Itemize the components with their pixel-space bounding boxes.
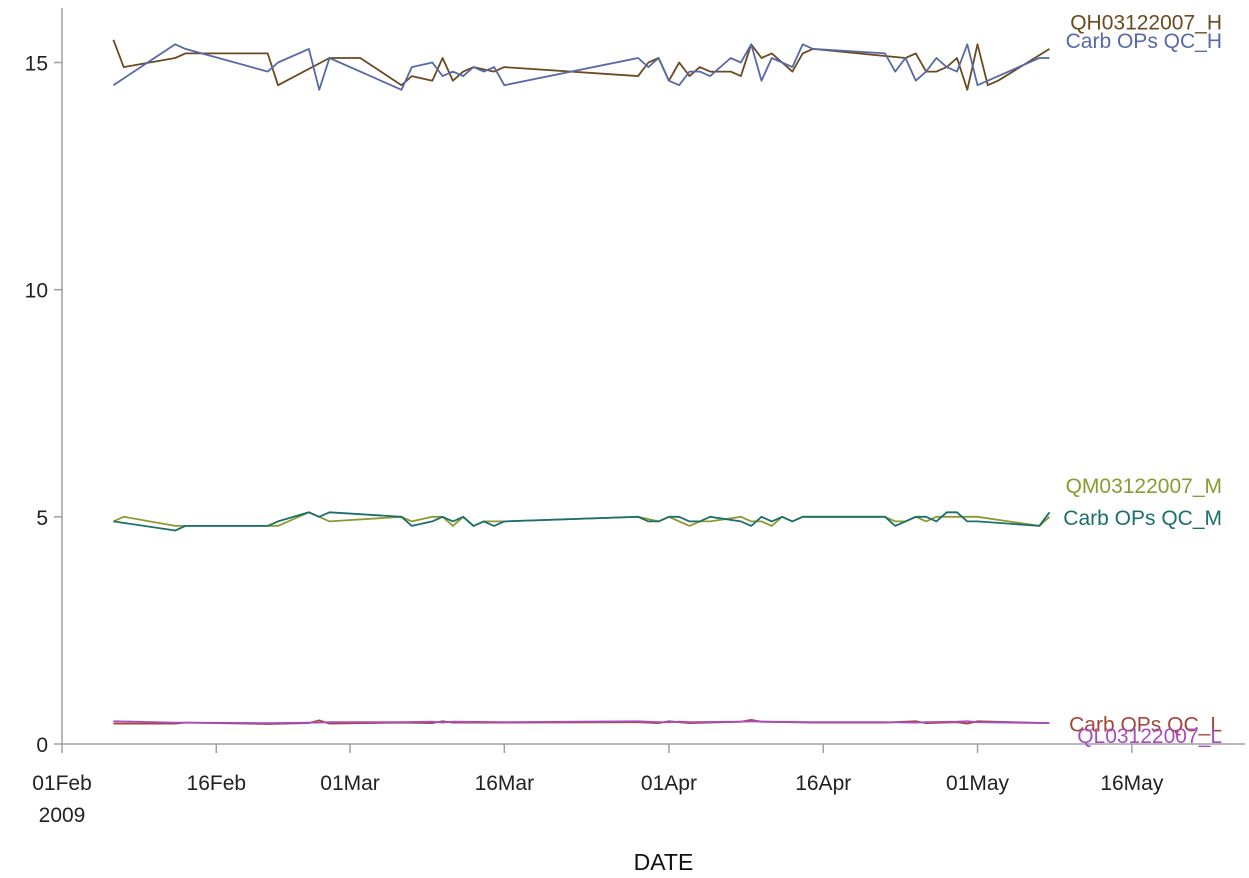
x-tick-label: 01Feb [32, 772, 92, 795]
x-axis-ticks: 01Feb 2009 16Feb 01Mar 16Mar 01Apr 16Apr 01May 1… [32, 744, 1164, 827]
x-axis-title: DATE [634, 849, 694, 875]
plot-series [112, 39, 1051, 725]
x-tick-label: 16Mar [475, 772, 535, 795]
x-tick-label: 16Feb [187, 772, 247, 795]
series-line-3 [113, 511, 1051, 527]
x-tick-label: 16Apr [795, 772, 851, 795]
y-tick-label: 5 [36, 507, 48, 530]
y-tick-label: 10 [25, 280, 48, 303]
x-tick-label: 01May [946, 772, 1010, 795]
x-tick-sublabel: 2009 [39, 804, 86, 827]
series-label-4: Carb OPs QC_M [1063, 507, 1222, 530]
x-tick-label: 01Mar [320, 772, 380, 795]
series-line-2 [112, 43, 1050, 91]
series-line-4 [113, 511, 1051, 532]
y-tick-label: 15 [25, 53, 48, 76]
series-line-6 [113, 720, 1050, 724]
series-label-6: QL03122007_L [1077, 725, 1222, 748]
series-line-1 [112, 39, 1050, 91]
series-label-1: QH03122007_H [1070, 12, 1222, 35]
x-tick-label: 01Apr [641, 772, 697, 795]
series-label-2: Carb OPs QC_H [1066, 30, 1222, 53]
series-label-3: QM03122007_M [1066, 475, 1222, 498]
axes [61, 8, 1245, 745]
x-tick-label: 16May [1100, 772, 1164, 795]
y-tick-label: 0 [36, 734, 48, 757]
y-axis-ticks: 0 5 10 15 [25, 53, 62, 757]
series-label-5: Carb OPs QC_L [1069, 714, 1222, 737]
